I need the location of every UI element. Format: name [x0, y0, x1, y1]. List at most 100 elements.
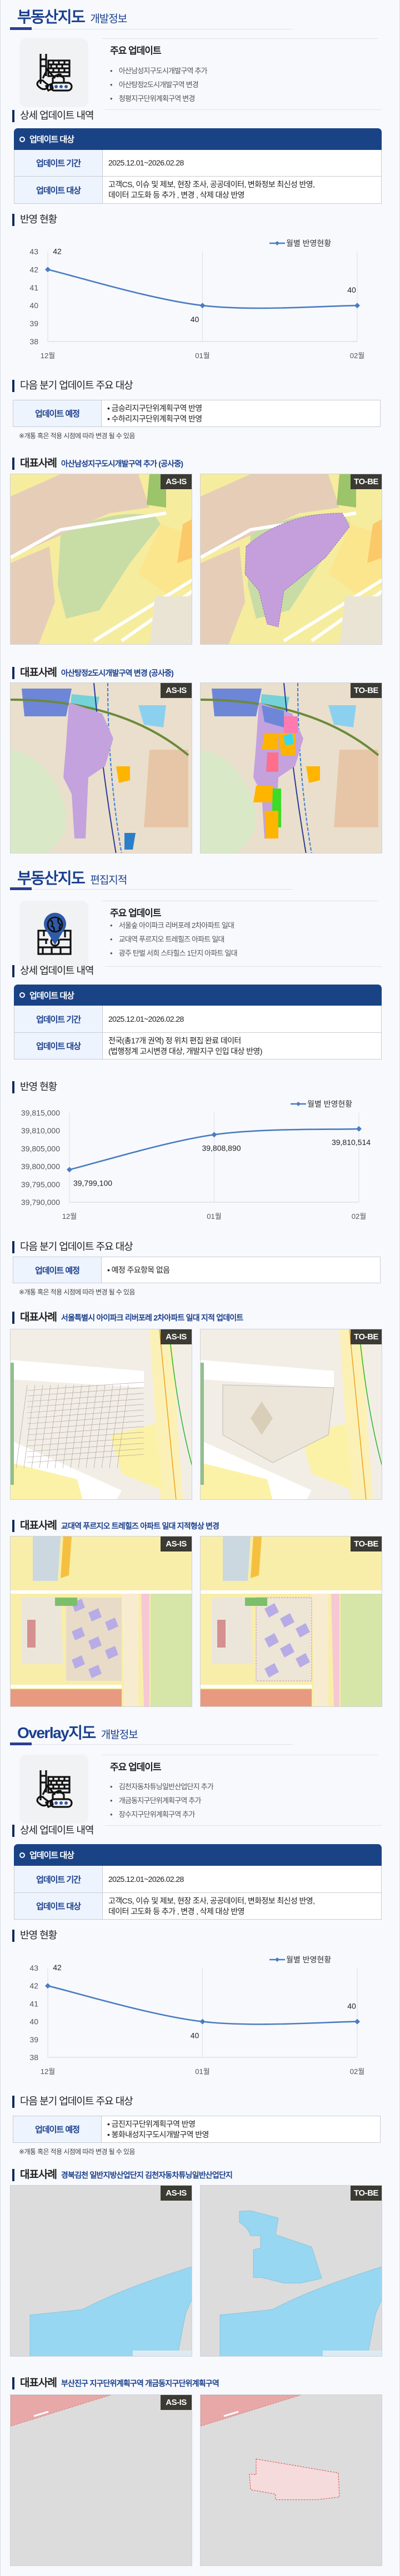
y-tick-label: 39,790,000	[21, 1198, 60, 1207]
as-is-badge: AS-IS	[161, 474, 192, 489]
case-heading: 대표사례 경북김천 일반지방산업단지 김천자동차튜닝일반산업단지	[20, 2168, 233, 2181]
map-as-is: AS-IS	[10, 2394, 192, 2566]
y-tick-label: 38	[29, 337, 38, 346]
y-tick-label: 41	[29, 283, 38, 292]
icon-box	[19, 901, 88, 970]
legend-marker	[296, 1102, 301, 1106]
as-is-badge: AS-IS	[161, 2186, 192, 2201]
title-underline	[32, 889, 293, 890]
case-prefix: 대표사례	[20, 2377, 57, 2389]
section-title-main: 부동산지도	[17, 870, 86, 887]
to-be-badge: TO-BE	[351, 1329, 382, 1344]
next-quarter-item: • 봉화내성지구도시개발구역 반영	[107, 2130, 209, 2139]
case-prefix: 대표사례	[20, 1520, 57, 1531]
as-is-badge: AS-IS	[161, 1536, 192, 1551]
table-row: 업데이트 대상 고객CS, 이슈 및 제보, 현장 조사, 공공데이터, 변화정보…	[14, 176, 381, 203]
heading-bar	[12, 1312, 14, 1324]
circle-icon	[19, 136, 25, 142]
data-point-marker	[199, 2018, 206, 2025]
detail-table-header: 업데이트 대상	[14, 1844, 382, 1866]
title-underline-accent	[10, 27, 32, 30]
detail-table: 업데이트 대상 업데이트 기간 2025.12.01~2026.02.28 업데이트 …	[14, 985, 382, 1059]
case-heading: 대표사례 부산진구 지구단위계획구역 개금동지구단위계획구역	[20, 2377, 219, 2389]
data-label: 40	[347, 285, 356, 294]
heading-bar	[12, 1825, 14, 1837]
circle-icon	[19, 992, 25, 998]
next-quarter-table: 업데이트 예정 • 금진지구단위계획구역 반영 • 봉화내성지구도시개발구역 반영	[13, 2116, 381, 2143]
row-label: 업데이트 기간	[14, 1866, 103, 1892]
title-underline-accent	[10, 1743, 32, 1745]
detail-table-header-text: 업데이트 대상	[29, 1851, 74, 1860]
section-title: Overlay지도 개발정보	[17, 1721, 138, 1743]
heading-bar	[12, 1930, 14, 1942]
map-image	[11, 2186, 192, 2356]
row-value-line: 고객CS, 이슈 및 제보, 현장 조사, 공공데이터, 변화정보 최신성 반영…	[108, 180, 315, 189]
main-update-item: 아산탕정2도시개발구역 변경	[110, 79, 199, 89]
row-value-line: 데이터 고도화 등 추가 , 변경 , 삭제 대상 반영	[108, 1906, 245, 1916]
data-point-marker	[45, 267, 51, 273]
data-point-marker	[211, 1132, 217, 1138]
row-label: 업데이트 기간	[14, 150, 103, 176]
case-prefix: 대표사례	[20, 1312, 57, 1323]
data-label: 39,810,514	[332, 1138, 371, 1147]
row-value-line: (법행정계 고시변경 대상, 개발지구 인입 대상 반영)	[108, 1046, 262, 1056]
section-title-main: Overlay지도	[17, 1724, 96, 1741]
data-label: 39,808,890	[202, 1143, 241, 1152]
to-be-badge: TO-BE	[351, 474, 382, 489]
y-tick-label: 40	[29, 2017, 38, 2026]
heading-bar	[12, 1241, 14, 1253]
data-label: 39,799,100	[73, 1178, 112, 1187]
map-image	[201, 474, 382, 644]
footnote: ※개통 혹은 적용 시점에 따라 변경 될 수 있음	[19, 2148, 135, 2156]
case-prefix: 대표사례	[20, 458, 57, 469]
y-tick-label: 38	[29, 2053, 38, 2062]
heading-bar	[12, 2377, 14, 2389]
row-value: 고객CS, 이슈 및 제보, 현장 조사, 공공데이터, 변화정보 최신성 반영…	[103, 1893, 315, 1919]
detail-heading: 상세 업데이트 내역	[20, 965, 94, 976]
main-update-item: 개금동지구단위계획구역 추가	[110, 1795, 202, 1805]
main-update-item: 아산남성지구도시개발구역 추가	[110, 65, 208, 76]
as-is-badge: AS-IS	[161, 2395, 192, 2410]
main-updates-heading: 주요 업데이트	[110, 46, 162, 56]
map-pin-globe-icon	[26, 906, 82, 965]
line-chart: 12월 01월 02월 38 39 40 41 42 43 42 40 40 월별 반영현황	[29, 1955, 364, 2076]
heading-bar	[12, 214, 14, 226]
row-value-line: 전국(총17개 권역) 정 위치 편집 완료 데이터	[108, 1036, 241, 1045]
map-to-be: TO-BE	[200, 682, 382, 853]
data-point-marker	[199, 303, 206, 309]
heading-bar	[12, 2169, 14, 2181]
map-to-be: TO-BE	[200, 2185, 382, 2357]
row-value: 2025.12.01~2026.02.28	[103, 1006, 184, 1032]
detail-table-body: 업데이트 기간 2025.12.01~2026.02.28 업데이트 대상 고객CS,…	[14, 1866, 382, 1920]
map-image	[11, 683, 192, 853]
y-tick-label: 42	[29, 1981, 38, 1990]
map-image	[201, 1536, 382, 1706]
map-image	[201, 2186, 382, 2356]
map-to-be: TO-BE	[200, 1329, 382, 1500]
x-tick-label: 02월	[350, 351, 364, 360]
table-row: 업데이트 기간 2025.12.01~2026.02.28	[14, 150, 381, 176]
line-chart: 12월 01월 02월 38 39 40 41 42 43 42 40 40 월별 반영현황	[29, 239, 364, 360]
main-update-item: 광주 탄벌 서희 스타힐스 1단지 아파트 일대	[110, 947, 238, 958]
map-image	[201, 683, 382, 853]
divider	[105, 109, 382, 110]
y-tick-label: 39	[29, 2035, 38, 2044]
row-value: • 금승리지구단위계획구역 반영 • 수하리지구단위계획구역 반영	[102, 400, 202, 426]
case-title: 교대역 푸르지오 트레힐즈 아파트 일대 지적형상 변경	[61, 1522, 219, 1530]
y-tick-label: 39,795,000	[21, 1180, 60, 1189]
x-tick-label: 12월	[41, 351, 55, 360]
legend-marker	[275, 241, 279, 245]
detail-table-header: 업데이트 대상	[14, 985, 382, 1006]
heading-bar	[12, 458, 14, 470]
row-value-line: 고객CS, 이슈 및 제보, 현장 조사, 공공데이터, 변화정보 최신성 반영…	[108, 1896, 315, 1905]
y-tick-label: 39,815,000	[21, 1108, 60, 1117]
data-point-marker	[45, 1983, 51, 1989]
y-tick-label: 41	[29, 1999, 38, 2008]
icon-box	[19, 1755, 88, 1824]
data-label: 42	[53, 247, 62, 255]
main-update-item: 서울숲 아이파크 리버포레 2차아파트 일대	[110, 920, 234, 930]
status-heading: 반영 현황	[20, 214, 57, 225]
circle-icon	[19, 1852, 25, 1858]
detail-table-header: 업데이트 대상	[14, 128, 382, 150]
